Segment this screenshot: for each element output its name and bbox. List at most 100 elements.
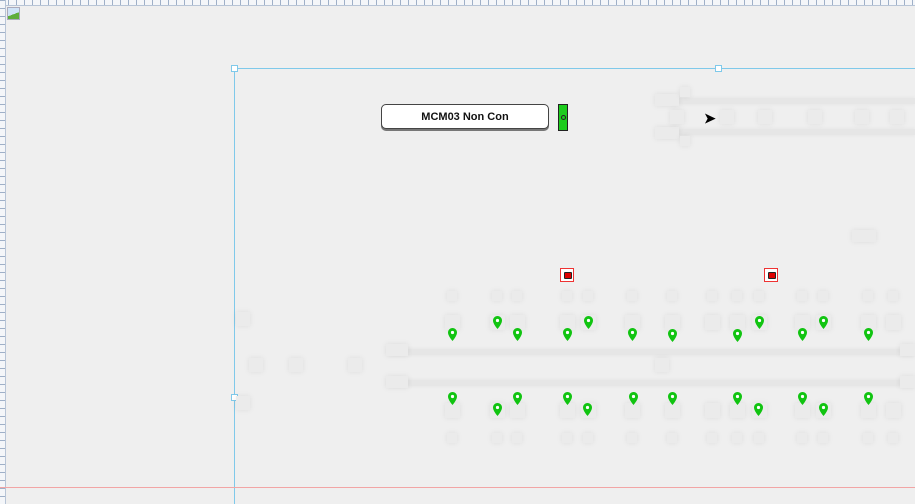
conveyor-block — [680, 87, 690, 97]
small-block — [732, 291, 742, 301]
map-pin-icon[interactable] — [798, 328, 807, 341]
small-block — [562, 433, 572, 443]
map-pin-icon[interactable] — [629, 392, 638, 405]
map-pin-icon[interactable] — [448, 392, 457, 405]
conveyor-block — [655, 94, 679, 106]
small-block — [667, 433, 677, 443]
map-pin-icon[interactable] — [493, 316, 502, 329]
small-block — [754, 433, 764, 443]
map-pin-icon[interactable] — [668, 392, 677, 405]
block — [886, 403, 901, 418]
small-block — [707, 291, 717, 301]
block — [861, 315, 876, 330]
small-block — [627, 433, 637, 443]
block — [625, 403, 640, 418]
conveyor-block — [348, 358, 362, 372]
map-pin-icon[interactable] — [513, 392, 522, 405]
map-pin-icon[interactable] — [563, 328, 572, 341]
conveyor-block — [655, 127, 679, 139]
map-pin-icon[interactable] — [668, 329, 677, 342]
conveyor-rail — [670, 98, 915, 104]
map-pin-icon[interactable] — [864, 328, 873, 341]
conveyor-block — [900, 344, 915, 356]
conveyor-block — [236, 312, 250, 326]
small-block — [797, 433, 807, 443]
block — [795, 403, 810, 418]
map-pin-icon[interactable] — [755, 316, 764, 329]
map-pin-icon[interactable] — [563, 392, 572, 405]
small-block — [707, 433, 717, 443]
map-pin-icon[interactable] — [583, 403, 592, 416]
block — [445, 315, 460, 330]
map-pin-icon[interactable] — [584, 316, 593, 329]
small-block — [754, 291, 764, 301]
small-block — [818, 291, 828, 301]
small-block — [492, 291, 502, 301]
conveyor-block — [680, 136, 690, 146]
small-block — [583, 291, 593, 301]
horizontal-ruler — [0, 0, 915, 6]
camera-icon[interactable] — [560, 268, 574, 282]
conveyor-block — [758, 110, 772, 124]
small-block — [732, 433, 742, 443]
conveyor-block — [655, 358, 669, 372]
conveyor-block — [852, 230, 876, 242]
mcm-label[interactable]: MCM03 Non Con — [381, 104, 549, 129]
small-block — [562, 291, 572, 301]
conveyor-block — [249, 358, 263, 372]
conveyor-block — [808, 110, 822, 124]
small-block — [863, 291, 873, 301]
conveyor-block — [386, 344, 408, 356]
conveyor-block — [900, 376, 915, 388]
status-indicator-icon[interactable] — [558, 104, 568, 131]
selection-guide-vertical — [234, 68, 235, 504]
selection-guide-horizontal — [234, 68, 915, 69]
resize-handle[interactable] — [715, 65, 722, 72]
map-pin-icon[interactable] — [754, 403, 763, 416]
block — [625, 315, 640, 330]
small-block — [583, 433, 593, 443]
map-pin-icon[interactable] — [819, 316, 828, 329]
map-pin-icon[interactable] — [448, 328, 457, 341]
conveyor-rail — [388, 349, 915, 355]
block — [665, 403, 680, 418]
block — [560, 315, 575, 330]
block — [886, 315, 901, 330]
conveyor-rail — [670, 129, 915, 135]
small-block — [512, 291, 522, 301]
page-boundary-line — [0, 487, 915, 488]
chevron-right-icon[interactable]: ➤ — [704, 110, 716, 126]
conveyor-block — [289, 358, 303, 372]
block — [665, 315, 680, 330]
map-pin-icon[interactable] — [798, 392, 807, 405]
small-block — [447, 433, 457, 443]
resize-handle[interactable] — [231, 65, 238, 72]
block — [795, 315, 810, 330]
vertical-ruler — [0, 0, 6, 504]
map-pin-icon[interactable] — [493, 403, 502, 416]
map-pin-icon[interactable] — [513, 328, 522, 341]
map-pin-icon[interactable] — [819, 403, 828, 416]
block — [705, 403, 720, 418]
conveyor-rail — [388, 380, 915, 386]
small-block — [818, 433, 828, 443]
small-block — [888, 291, 898, 301]
block — [705, 315, 720, 330]
mcm-label-text: MCM03 Non Con — [421, 110, 509, 123]
small-block — [447, 291, 457, 301]
block — [510, 403, 525, 418]
map-pin-icon[interactable] — [733, 329, 742, 342]
block — [861, 403, 876, 418]
block — [560, 403, 575, 418]
map-pin-icon[interactable] — [628, 328, 637, 341]
conveyor-block — [720, 110, 734, 124]
map-pin-icon[interactable] — [864, 392, 873, 405]
small-block — [492, 433, 502, 443]
camera-icon[interactable] — [764, 268, 778, 282]
conveyor-block — [855, 110, 869, 124]
map-pin-icon[interactable] — [733, 392, 742, 405]
block — [510, 315, 525, 330]
small-block — [797, 291, 807, 301]
small-block — [888, 433, 898, 443]
small-block — [512, 433, 522, 443]
